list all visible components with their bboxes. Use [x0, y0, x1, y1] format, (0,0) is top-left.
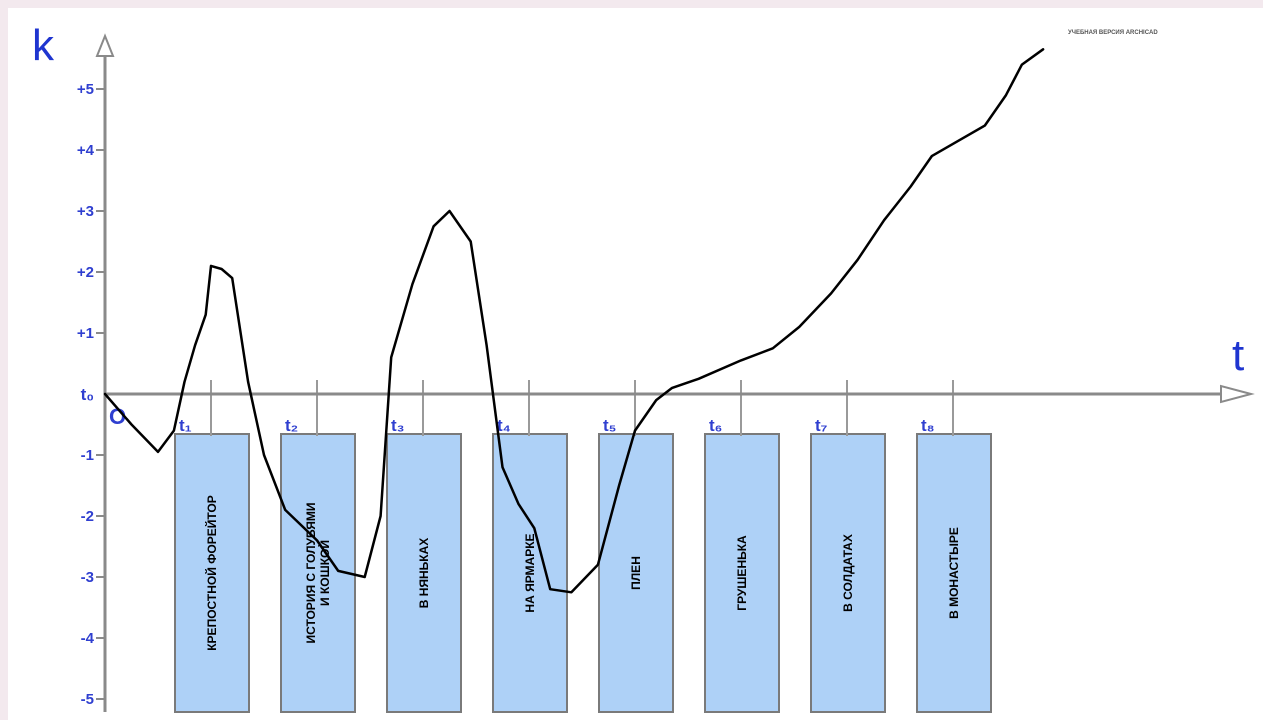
- y-tick-label: +2: [77, 264, 94, 281]
- y-axis-arrow: [95, 33, 115, 57]
- x-axis-arrow: [1220, 384, 1255, 404]
- y-axis-label: k: [32, 21, 55, 70]
- y-tick-label: -5: [81, 691, 94, 708]
- moment-label: t₅: [603, 416, 616, 435]
- y-tick-label: +4: [77, 142, 95, 159]
- moment-ticks: [210, 380, 954, 436]
- episode-label: ИСТОРИЯ С ГОЛУБЯМИ: [304, 502, 318, 643]
- moment-label: t₄: [497, 416, 511, 435]
- episode-box: [386, 433, 462, 713]
- episode-label: В СОЛДАТАХ: [841, 534, 855, 612]
- y-tick-label: +1: [77, 325, 94, 342]
- y-tick-label: -1: [81, 447, 94, 464]
- plot-area: [103, 48, 1045, 594]
- y-tick-label: -3: [81, 569, 94, 586]
- y-tick-label: +3: [77, 203, 94, 220]
- x-axis-label: t: [1232, 331, 1244, 380]
- axis-labels: +5 +4 +3 +2 +1 -1 -2 -3 -4 -5 t₀ Ok t t₁ t₂ t₃ t₄ t₅ t₆ t₇ t…: [32, 21, 1244, 708]
- episode-label: НА ЯРМАРКЕ: [523, 533, 537, 612]
- moment-label: t₂: [285, 416, 298, 435]
- moment-label: t₃: [391, 416, 405, 435]
- episode-box: [492, 433, 568, 713]
- chart-canvas: УЧЕБНАЯ ВЕРСИЯ ARCHICAD КРЕПОСТНОЙ ФОРЕЙ…: [8, 8, 1263, 720]
- episode-box: [174, 433, 250, 713]
- episode-label: ПЛЕН: [629, 556, 643, 590]
- episode-box: [810, 433, 886, 713]
- y-tick-label: -4: [81, 630, 95, 647]
- episode-label: В НЯНЬКАХ: [417, 538, 431, 609]
- episode-label: В МОНАСТЫРЕ: [947, 527, 961, 619]
- zero-label: t₀: [81, 385, 94, 404]
- y-tick-label: +5: [77, 81, 94, 98]
- moment-label: t₇: [815, 416, 828, 435]
- episode-box: [704, 433, 780, 713]
- episode-box: [916, 433, 992, 713]
- line-chart: УЧЕБНАЯ ВЕРСИЯ ARCHICAD КРЕПОСТНОЙ ФОРЕЙ…: [32, 21, 1255, 713]
- moment-label: t₈: [921, 416, 935, 435]
- moment-label: t₁: [179, 416, 192, 435]
- data-line: [103, 48, 1045, 594]
- watermark-text: УЧЕБНАЯ ВЕРСИЯ ARCHICAD: [1068, 30, 1158, 36]
- moment-label: t₆: [709, 416, 722, 435]
- episode-label: КРЕПОСТНОЙ ФОРЕЙТОР: [204, 495, 219, 651]
- episode-boxes: КРЕПОСТНОЙ ФОРЕЙТОР ИСТОРИЯ С ГОЛУБЯМИ И К…: [174, 433, 992, 713]
- y-tick-label: -2: [81, 508, 94, 525]
- episode-label: ГРУШЕНЬКА: [735, 535, 749, 611]
- origin-label: O: [109, 404, 126, 429]
